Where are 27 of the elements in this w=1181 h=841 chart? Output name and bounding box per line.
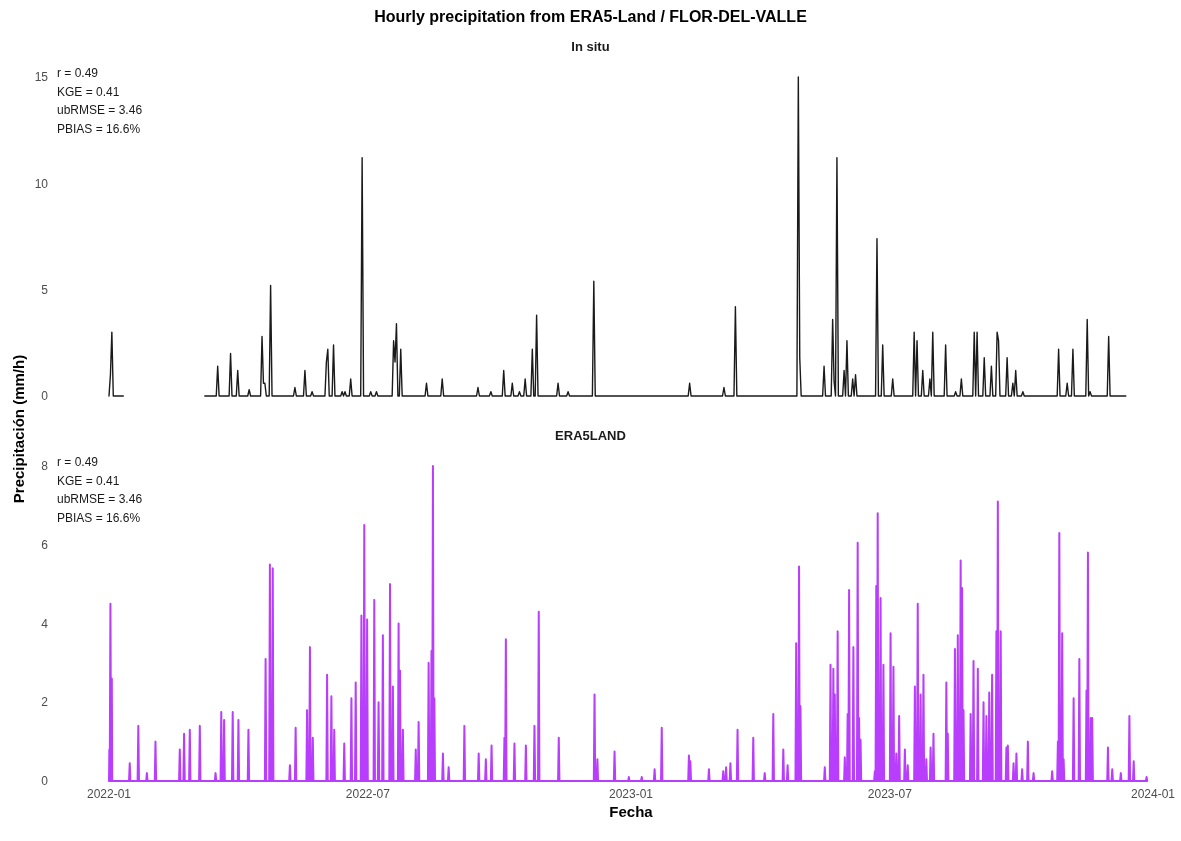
y-tick-label: 2 [41,695,49,710]
annotation: ubRMSE = 3.46 [57,492,143,506]
y-tick-label: 0 [41,389,49,404]
y-tick-label: 8 [41,459,49,474]
text: r = 0.49 [57,66,99,80]
y-tick-label: 5 [41,282,49,297]
chart-title: ERA5LAND [555,428,626,443]
x-tick-label: 2024-01 [1130,787,1176,801]
annotation: KGE = 0.41 [57,473,120,488]
annotation: PBIAS = 16.6% [57,121,141,136]
y-tick-label: 0 [41,774,49,789]
y-tick-label: 6 [41,537,49,552]
x-tick-label: 2023-01 [608,787,654,801]
x-tick-label: 2023-07 [867,787,913,801]
annotation: KGE = 0.41 [57,84,120,99]
y-tick-label: 4 [41,616,49,631]
y-tick-label: 10 [34,176,49,191]
chart-subtitle: In situ [571,39,610,54]
annotation: PBIAS = 16.6% [57,510,141,525]
x-axis-title: Fecha [609,803,654,820]
text: r = 0.49 [57,455,99,469]
x-tick-label: 2022-01 [86,787,132,801]
x-tick-label: 2022-07 [345,787,391,801]
y-axis-title: Precipitación (mm/h) [10,354,27,504]
chart-title: Hourly precipitation from ERA5-Land / FLOR-DEL-VALLE [374,8,808,25]
y-tick-label: 15 [34,70,49,85]
annotation: ubRMSE = 3.46 [57,103,143,117]
